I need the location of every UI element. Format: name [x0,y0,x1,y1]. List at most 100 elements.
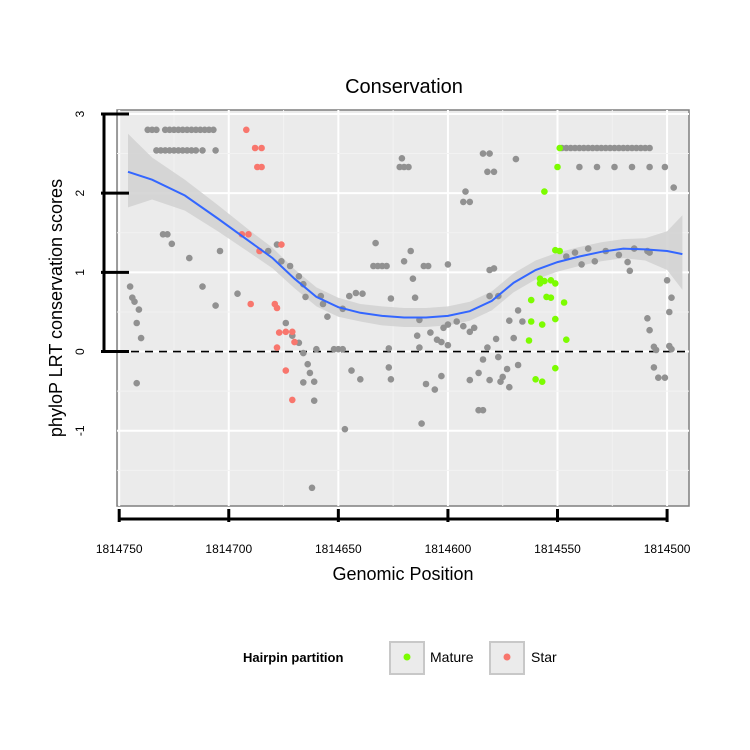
point-other [385,345,393,352]
point-other [444,261,452,268]
point-other [576,163,583,171]
legend-marker-mature [403,653,411,661]
point-other [668,294,675,302]
point-other [424,262,432,270]
point-other [135,306,143,313]
point-other [407,247,415,255]
point-other [646,249,653,256]
x-tick-label: 1814650 [315,542,362,556]
point-star [282,367,290,374]
point-mature [563,336,570,344]
point-other [646,163,653,171]
point-other [133,319,140,327]
point-other [479,406,487,414]
point-other [348,367,355,374]
point-other [199,147,206,154]
y-axis-title: phyloP LRT conservation scores [46,179,66,437]
point-other [462,188,469,195]
point-mature [538,378,546,386]
point-other [387,295,395,302]
point-other [405,163,412,171]
point-mature [547,294,555,302]
point-other [486,292,493,300]
point-other [666,308,673,316]
point-other [295,273,303,280]
point-other [137,334,145,342]
y-tick-label: 1 [73,269,87,276]
point-other [519,318,526,325]
x-tick-label: 1814550 [534,542,581,556]
y-tick-label: 3 [73,110,87,117]
point-other [486,150,493,157]
point-mature [552,315,559,323]
point-other [210,126,217,134]
point-star [289,396,296,404]
point-other [453,318,461,325]
point-other [563,253,570,260]
point-mature [525,337,533,344]
point-other [411,294,419,302]
point-other [324,313,331,321]
point-other [615,251,623,259]
point-other [628,163,636,171]
point-star [258,144,265,152]
point-other [357,376,364,383]
point-other [492,335,500,343]
point-other [385,364,393,371]
point-other [663,277,671,284]
point-mature [560,299,568,306]
point-other [409,275,417,283]
smooth-trend-line [127,170,683,319]
point-other [490,265,498,272]
point-star [245,231,252,238]
point-other [661,163,669,171]
point-other [661,374,669,382]
point-other [278,258,285,265]
point-other [153,126,160,134]
point-star [247,300,254,308]
point-mature [527,318,535,325]
point-other [186,254,193,262]
legend-label-star: Star [531,649,557,665]
point-other [438,372,445,380]
point-other [479,356,487,363]
point-other [199,283,206,290]
point-mature [532,376,539,383]
point-other [339,345,347,353]
point-other [346,292,353,300]
point-other [497,378,504,386]
point-other [655,374,662,382]
point-other [444,341,452,349]
point-star [273,304,281,312]
point-other [359,290,366,298]
point-other [506,383,513,391]
x-tick-label: 1814700 [205,542,252,556]
point-other [646,326,653,334]
point-other [593,163,601,171]
point-other [626,267,634,275]
point-other [192,147,200,154]
point-other [400,258,408,265]
point-other [427,329,434,336]
data-points [126,126,677,492]
legend: Hairpin partition Mature Star [243,641,557,675]
point-other [304,360,312,368]
point-other [479,150,487,157]
point-other [486,376,493,384]
point-other [282,319,290,327]
point-star [251,144,259,152]
point-other [611,163,618,171]
point-other [466,198,474,206]
point-other [164,231,171,238]
point-other [571,249,579,256]
y-tick-label: 2 [73,190,87,197]
point-other [300,349,307,357]
point-mature [527,296,535,304]
point-other [431,386,439,393]
point-other [352,289,360,297]
point-other [212,147,219,154]
point-other [444,321,452,328]
point-other [310,397,318,405]
point-mature [552,280,559,287]
